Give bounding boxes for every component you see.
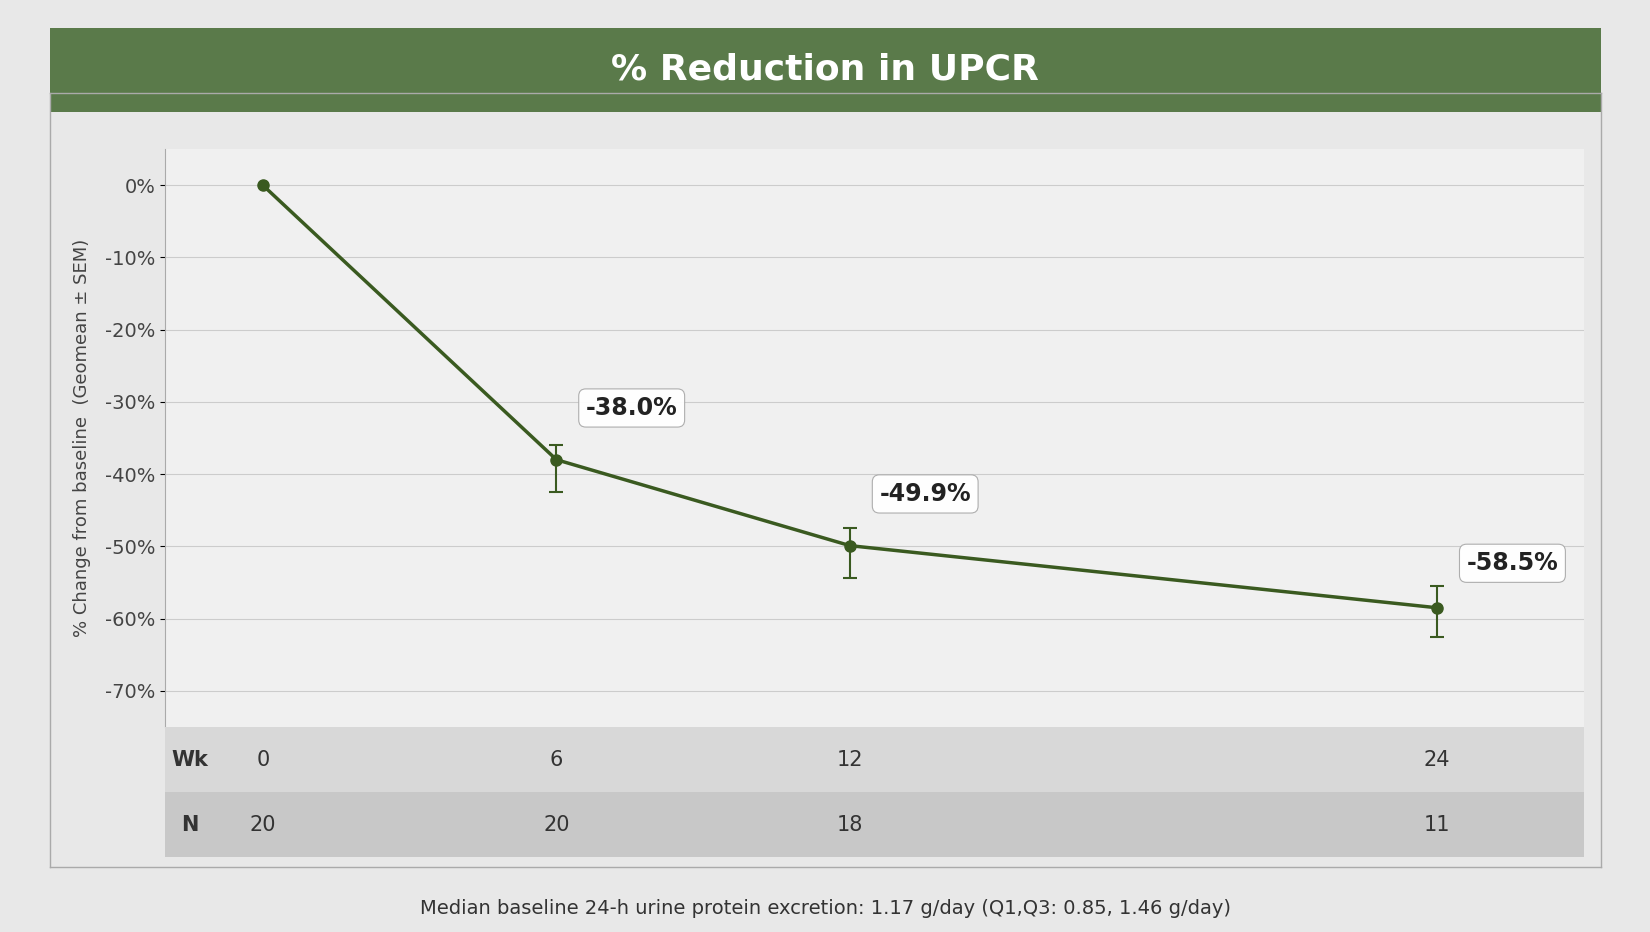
Text: Wk: Wk <box>172 749 208 770</box>
Text: 6: 6 <box>549 749 563 770</box>
Text: 12: 12 <box>837 749 863 770</box>
Text: 20: 20 <box>543 815 569 835</box>
Bar <box>165 792 1584 857</box>
Text: 24: 24 <box>1424 749 1450 770</box>
Text: -58.5%: -58.5% <box>1467 551 1558 575</box>
Text: -49.9%: -49.9% <box>879 482 970 506</box>
Text: -38.0%: -38.0% <box>586 396 678 420</box>
Text: Median baseline 24-h urine protein excretion: 1.17 g/day (Q1,Q3: 0.85, 1.46 g/da: Median baseline 24-h urine protein excre… <box>419 899 1231 918</box>
Text: 18: 18 <box>837 815 863 835</box>
Text: % Reduction in UPCR: % Reduction in UPCR <box>610 53 1040 87</box>
Text: N: N <box>182 815 198 835</box>
Y-axis label: % Change from baseline  (Geomean ± SEM): % Change from baseline (Geomean ± SEM) <box>73 239 91 637</box>
Text: 11: 11 <box>1424 815 1450 835</box>
Text: 20: 20 <box>249 815 276 835</box>
Text: 0: 0 <box>256 749 269 770</box>
Bar <box>165 727 1584 792</box>
